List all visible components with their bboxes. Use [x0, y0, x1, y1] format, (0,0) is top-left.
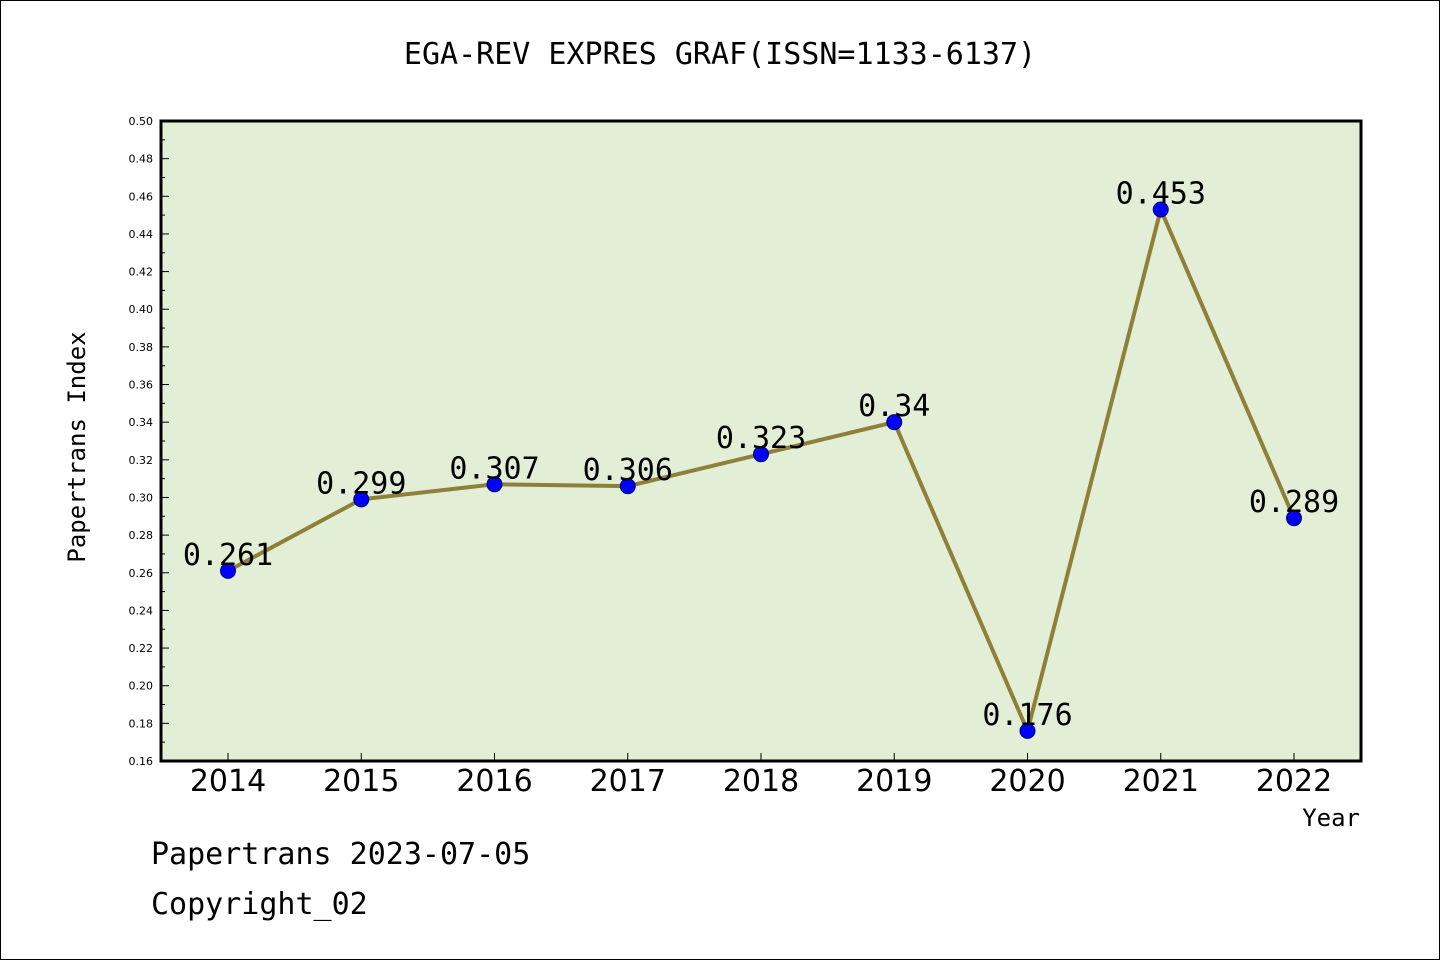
data-point [486, 476, 503, 493]
data-label: 0.289 [1249, 485, 1339, 520]
y-tick-label: 0.50 [129, 115, 154, 128]
data-point [1152, 201, 1169, 218]
x-tick-label: 2021 [1123, 764, 1199, 799]
y-tick-label: 0.28 [129, 529, 154, 542]
footer-copyright: Copyright_02 [151, 887, 368, 922]
y-axis-label: Papertrans Index [63, 331, 91, 562]
y-tick-label: 0.38 [129, 341, 154, 354]
data-label: 0.261 [183, 538, 273, 573]
y-tick-label: 0.44 [129, 228, 154, 241]
data-label: 0.34 [858, 389, 930, 424]
y-tick-label: 0.32 [129, 454, 154, 467]
x-tick-label: 2017 [590, 764, 666, 799]
x-tick-label: 2015 [323, 764, 399, 799]
data-label: 0.299 [316, 466, 406, 501]
y-tick-label: 0.30 [129, 491, 154, 504]
data-labels: 0.261 0.299 0.307 0.306 0.323 0.34 0.176 0.453 0… [183, 176, 1339, 732]
x-tick-label: 2014 [190, 764, 266, 799]
x-axis: 2014 2015 2016 2017 2018 2019 2020 2021 2022 [190, 753, 1332, 799]
data-point [1286, 510, 1302, 527]
y-tick-label: 0.24 [129, 604, 154, 617]
x-tick-label: 2019 [856, 764, 932, 799]
plot-area [159, 119, 1363, 763]
x-tick-label: 2020 [989, 764, 1065, 799]
y-tick-label: 0.16 [129, 755, 154, 768]
data-points [220, 201, 1302, 739]
chart-title: EGA-REV EXPRES GRAF(ISSN=1133-6137) [403, 37, 1037, 72]
x-axis-label: Year [1302, 804, 1360, 832]
y-tick-label: 0.34 [129, 416, 154, 429]
data-label: 0.176 [982, 698, 1072, 733]
data-label: 0.323 [716, 421, 806, 456]
data-point [886, 414, 903, 431]
y-tick-label: 0.46 [129, 190, 154, 203]
x-tick-label: 2018 [723, 764, 799, 799]
data-point [619, 478, 636, 495]
x-tick-label: 2016 [456, 764, 532, 799]
data-point [753, 446, 769, 463]
y-tick-label: 0.26 [129, 567, 154, 580]
x-tick-label: 2022 [1256, 764, 1332, 799]
y-tick-label: 0.36 [129, 379, 154, 392]
y-tick-label: 0.18 [129, 717, 154, 730]
y-tick-label: 0.48 [129, 153, 154, 166]
footer-date: Papertrans 2023-07-05 [151, 837, 531, 872]
data-point [353, 491, 370, 508]
data-label: 0.306 [583, 453, 673, 488]
data-point [1019, 722, 1036, 739]
y-tick-label: 0.42 [129, 266, 154, 279]
data-point [220, 562, 236, 579]
data-label: 0.453 [1116, 176, 1206, 211]
y-tick-label: 0.20 [129, 680, 154, 693]
data-label: 0.307 [449, 451, 539, 486]
y-axis: 0.16 0.18 0.20 0.22 0.24 0.26 0.28 0.30 0.32 0.34… [129, 115, 169, 768]
y-tick-label: 0.22 [129, 642, 154, 655]
y-tick-label: 0.40 [129, 303, 154, 316]
